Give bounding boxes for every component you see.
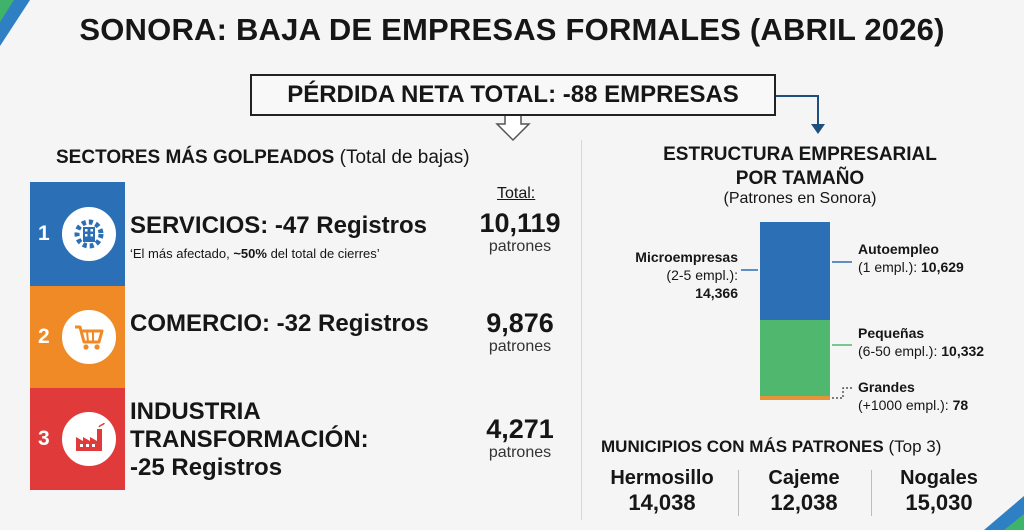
structure-title-line: POR TAMAÑO (735, 168, 865, 189)
sector-total: 4,271 patrones (470, 414, 570, 462)
sector-name-line: INDUSTRIA (130, 398, 261, 425)
label-name: Autoempleo (858, 241, 939, 257)
sector-rank: 2 (38, 325, 50, 348)
note-pre: ‘El más afectado, (130, 246, 234, 261)
label-microempresas: Microempresas (2-5 empl.): 14,366 (604, 248, 738, 302)
corner-decoration-green (0, 0, 14, 22)
structure-subtitle: (Patrones en Sonora) (723, 190, 877, 207)
municipio-value: 14,038 (628, 490, 696, 515)
sector-total: 10,119 patrones (470, 208, 570, 256)
sector-total-unit: patrones (488, 444, 552, 461)
sector-total-value: 10,119 (479, 208, 561, 238)
sector-band: 1 (30, 182, 125, 286)
corner-decoration-green-bottom (1004, 514, 1024, 530)
shopping-cart-icon (58, 306, 120, 368)
sector-total-unit: patrones (488, 238, 552, 255)
label-name: Microempresas (635, 249, 738, 265)
down-arrow-right-icon (811, 124, 825, 134)
sector-rank: 3 (38, 427, 50, 450)
label-value: 10,332 (941, 343, 985, 359)
label-name: Pequeñas (858, 325, 925, 341)
column-divider (581, 140, 582, 520)
label-autoempleo: Autoempleo (1 empl.): 10,629 (858, 240, 964, 276)
municipio-item: Nogales 15,030 (869, 466, 1009, 516)
sector-band: 3 (30, 388, 125, 490)
label-value: 10,629 (921, 259, 964, 275)
municipio-item: Cajeme 12,038 (734, 466, 874, 516)
sector-name: COMERCIO: -32 Registros (130, 310, 429, 337)
sector-band: 2 (30, 286, 125, 388)
municipio-name: Cajeme (768, 467, 840, 489)
sector-name-line: -25 Registros (130, 454, 283, 481)
structure-title: ESTRUCTURA EMPRESARIAL POR TAMAÑO (600, 143, 1000, 191)
municipio-value: 12,038 (770, 490, 838, 515)
label-pequenas: Pequeñas (6-50 empl.): 10,332 (858, 324, 984, 360)
total-header: Total: (497, 185, 536, 202)
label-name: Grandes (858, 379, 915, 395)
municipios-title: MUNICIPIOS CON MÁS PATRONES (Top 3) (601, 437, 941, 457)
label-grandes: Grandes (+1000 empl.): 78 (858, 378, 968, 414)
label-detail: (+1000 empl.): (858, 397, 953, 413)
sector-note: ‘El más afectado, ~50% del total de cier… (130, 246, 380, 261)
municipios-title-text: MUNICIPIOS CON MÁS PATRONES (601, 437, 884, 456)
down-arrow-left-icon (495, 116, 531, 142)
sector-comercio: 2 COMERCIO: -32 Registros 9,876 patrones (30, 286, 570, 388)
net-loss-box: PÉRDIDA NETA TOTAL: -88 EMPRESAS (250, 74, 776, 116)
sector-name: SERVICIOS: -47 Registros (130, 212, 427, 239)
factory-icon (58, 408, 120, 470)
sector-total-value: 9,876 (486, 308, 554, 338)
municipio-name: Hermosillo (610, 467, 714, 489)
sector-industria: 3 INDUSTRIA TRANSFORMACIÓN: -25 Registro… (30, 388, 570, 490)
sectors-title: SECTORES MÁS GOLPEADOS (Total de bajas) (56, 147, 470, 169)
gear-building-icon (58, 203, 120, 265)
municipio-divider (738, 470, 739, 516)
municipio-divider (871, 470, 872, 516)
sector-servicios: 1 SERVICIOS: -47 Registros ‘El más afect… (30, 182, 570, 286)
sector-name: INDUSTRIA TRANSFORMACIÓN: -25 Registros (130, 398, 369, 482)
connector-line (776, 95, 819, 126)
label-detail: (1 empl.): (858, 259, 922, 275)
sectors-title-sub: (Total de bajas) (339, 147, 470, 168)
municipio-item: Hermosillo 14,038 (592, 466, 732, 516)
bar-segment-pequenas (760, 320, 830, 396)
page-title: SONORA: BAJA DE EMPRESAS FORMALES (ABRIL… (79, 12, 945, 47)
municipios-title-sub: (Top 3) (888, 437, 942, 456)
municipio-name: Nogales (900, 467, 978, 489)
note-bold: ~50% (233, 246, 267, 261)
sector-name-line: TRANSFORMACIÓN: (130, 426, 369, 453)
sector-total: 9,876 patrones (470, 308, 570, 356)
label-detail: (2-5 empl.): (666, 267, 738, 283)
municipio-value: 15,030 (905, 490, 973, 515)
label-value: 14,366 (695, 285, 738, 301)
sector-total-unit: patrones (488, 338, 552, 355)
sector-rank: 1 (38, 222, 50, 245)
bar-segment-autoempleo (760, 222, 830, 320)
bar-segment-grandes (760, 396, 830, 400)
label-value: 78 (952, 397, 969, 413)
label-detail: (6-50 empl.): (858, 343, 942, 359)
net-loss-text: PÉRDIDA NETA TOTAL: -88 EMPRESAS (287, 81, 739, 108)
sectors-title-text: SECTORES MÁS GOLPEADOS (56, 147, 335, 168)
note-post: del total de cierres’ (266, 246, 380, 261)
structure-title-line: ESTRUCTURA EMPRESARIAL (663, 144, 937, 165)
sector-total-value: 4,271 (486, 414, 554, 444)
